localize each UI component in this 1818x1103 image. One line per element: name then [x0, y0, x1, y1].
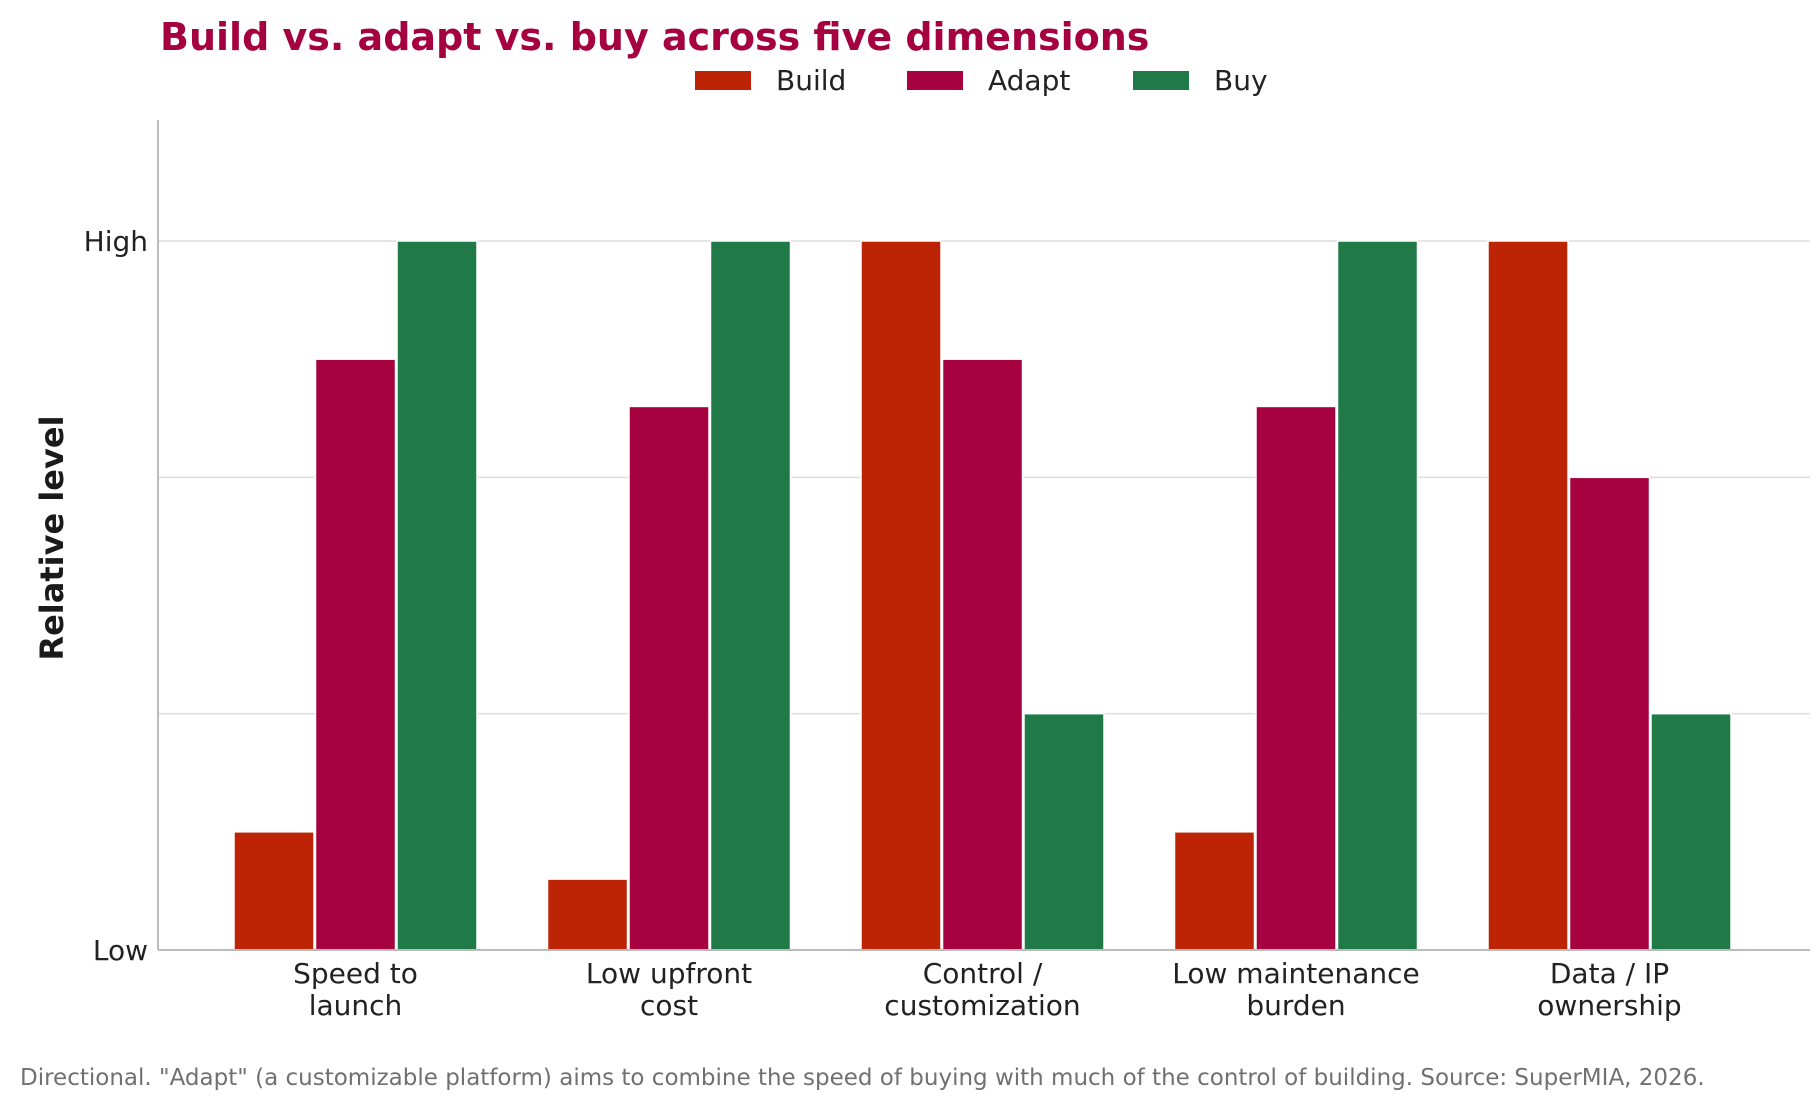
y-tick-label: High: [84, 225, 148, 258]
bar-adapt-2: [941, 358, 1024, 951]
legend-label: Buy: [1214, 64, 1268, 97]
y-tick-labels: Low High: [84, 225, 148, 967]
bar-adapt-1: [628, 405, 710, 951]
bar-buy-3: [1336, 240, 1419, 951]
bars: [233, 240, 1732, 951]
legend-swatch: [1133, 71, 1189, 90]
legend-swatch: [695, 71, 751, 90]
axes: [157, 120, 1810, 951]
bar-buy-4: [1650, 712, 1732, 951]
y-tick-label: Low: [93, 934, 148, 967]
legend-item-build: Build: [695, 64, 846, 97]
bar-buy-2: [1023, 712, 1105, 951]
bar-build-4: [1487, 240, 1569, 951]
y-axis-label: Relative level: [33, 415, 71, 660]
x-tick-label: Control / customization: [884, 957, 1080, 1022]
bar-buy-1: [709, 240, 792, 951]
legend-label: Build: [776, 64, 846, 97]
bar-adapt-3: [1255, 405, 1337, 951]
x-tick-labels: Speed to launch Low upfront cost Control / cu…: [293, 957, 1682, 1022]
chart-title: Build vs. adapt vs. buy across five dime…: [160, 15, 1149, 59]
legend-swatch: [907, 71, 963, 90]
legend-item-buy: Buy: [1133, 64, 1268, 97]
x-tick-label: Low maintenance burden: [1172, 957, 1419, 1022]
footnote: Directional. "Adapt" (a customizable pla…: [20, 1065, 1705, 1091]
legend-item-adapt: Adapt: [907, 64, 1070, 97]
bar-build-3: [1173, 831, 1256, 951]
bar-build-1: [546, 878, 629, 951]
bar-buy-0: [396, 240, 478, 951]
x-tick-label: Speed to launch: [293, 957, 418, 1022]
x-tick-label: Data / IP ownership: [1537, 957, 1681, 1022]
bar-adapt-4: [1568, 476, 1651, 951]
bar-adapt-0: [314, 358, 397, 951]
legend: Build Adapt Buy: [695, 64, 1268, 97]
bar-build-0: [233, 831, 315, 951]
x-tick-label: Low upfront cost: [586, 957, 752, 1022]
legend-label: Adapt: [988, 64, 1070, 97]
bar-build-2: [860, 240, 942, 951]
